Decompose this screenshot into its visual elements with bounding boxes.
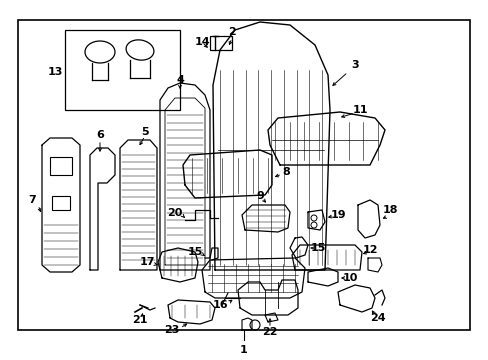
Text: 9: 9 xyxy=(256,191,264,201)
Text: 18: 18 xyxy=(382,205,397,215)
Bar xyxy=(50,157,72,175)
Text: 7: 7 xyxy=(28,195,36,205)
Text: 24: 24 xyxy=(369,313,385,323)
Bar xyxy=(18,20,469,330)
Text: 22: 22 xyxy=(262,327,277,337)
Text: 1: 1 xyxy=(240,345,247,355)
Text: 19: 19 xyxy=(329,210,345,220)
Text: 5: 5 xyxy=(141,127,148,137)
Text: 20: 20 xyxy=(167,208,183,218)
Bar xyxy=(209,36,231,50)
Text: 4: 4 xyxy=(176,75,183,85)
Text: 6: 6 xyxy=(96,130,104,140)
Text: 14: 14 xyxy=(194,37,209,47)
Text: 2: 2 xyxy=(228,27,235,37)
Text: 11: 11 xyxy=(351,105,367,115)
Text: 15: 15 xyxy=(187,247,202,257)
Text: 21: 21 xyxy=(132,315,147,325)
Text: 12: 12 xyxy=(362,245,377,255)
Text: 10: 10 xyxy=(342,273,357,283)
Text: 15: 15 xyxy=(310,243,325,253)
Text: 8: 8 xyxy=(282,167,289,177)
Text: 17: 17 xyxy=(139,257,154,267)
Text: 23: 23 xyxy=(164,325,179,335)
Bar xyxy=(52,196,70,210)
Text: 16: 16 xyxy=(212,300,227,310)
Text: 3: 3 xyxy=(350,60,358,70)
Bar xyxy=(65,30,180,110)
Text: 13: 13 xyxy=(47,67,62,77)
